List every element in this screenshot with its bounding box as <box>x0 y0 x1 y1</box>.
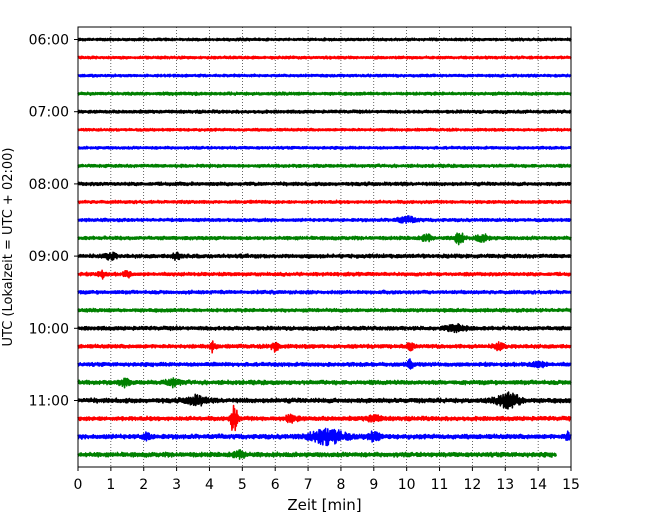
x-tick-label: 5 <box>238 477 247 493</box>
trace-1030 <box>77 358 572 370</box>
trace-0900 <box>77 251 572 261</box>
trace-0845 <box>77 232 572 246</box>
y-tick-label: 07:00 <box>29 105 69 121</box>
x-tick-label: 7 <box>304 477 313 493</box>
trace-0945 <box>77 307 572 313</box>
trace-0700 <box>77 109 572 115</box>
trace-0815 <box>77 199 572 205</box>
trace-0630 <box>77 73 572 78</box>
trace-0930 <box>77 289 572 295</box>
trace-group <box>77 37 572 460</box>
x-tick-label: 10 <box>398 477 416 493</box>
trace-0915 <box>77 269 572 280</box>
trace-1130 <box>77 427 572 447</box>
y-tick-label: 08:00 <box>29 177 69 193</box>
trace-1145 <box>77 449 557 460</box>
x-tick-label: 8 <box>336 477 345 493</box>
y-tick-label: 09:00 <box>29 249 69 265</box>
trace-1100 <box>77 391 572 410</box>
x-tick-label: 4 <box>205 477 214 493</box>
trace-1015 <box>77 340 572 354</box>
trace-1045 <box>77 377 572 389</box>
y-axis-ticks: 06:00 07:00 08:00 09:00 10:00 11:00 <box>29 33 78 410</box>
plot-frame <box>77 26 572 468</box>
x-tick-label: 3 <box>172 477 181 493</box>
trace-0715 <box>77 127 572 133</box>
x-axis-label: Zeit [min] <box>287 496 361 514</box>
y-axis-label: UTC (Lokalzeit = UTC + 02:00) <box>1 148 16 347</box>
x-axis-ticks: 0 1 2 3 4 5 6 7 8 9 10 11 12 13 14 15 <box>74 467 580 493</box>
x-tick-label: 15 <box>562 477 580 493</box>
x-tick-label: 2 <box>139 477 148 493</box>
x-tick-label: 6 <box>271 477 280 493</box>
x-tick-label: 1 <box>106 477 115 493</box>
y-tick-label: 10:00 <box>29 321 69 337</box>
y-tick-label: 11:00 <box>29 394 69 410</box>
trace-0730 <box>77 145 572 151</box>
trace-0615 <box>77 55 572 60</box>
trace-1000 <box>77 322 572 334</box>
trace-0800 <box>77 181 572 187</box>
y-tick-label: 06:00 <box>29 33 69 49</box>
trace-0600 <box>77 37 572 42</box>
trace-1115 <box>77 404 572 432</box>
x-tick-label: 14 <box>529 477 547 493</box>
x-tick-label: 0 <box>74 477 83 493</box>
trace-0745 <box>77 163 572 169</box>
trace-0645 <box>77 91 572 97</box>
x-tick-label: 13 <box>496 477 514 493</box>
x-tick-label: 9 <box>369 477 378 493</box>
x-tick-label: 11 <box>431 477 449 493</box>
trace-0830 <box>77 215 572 224</box>
x-tick-label: 12 <box>463 477 481 493</box>
